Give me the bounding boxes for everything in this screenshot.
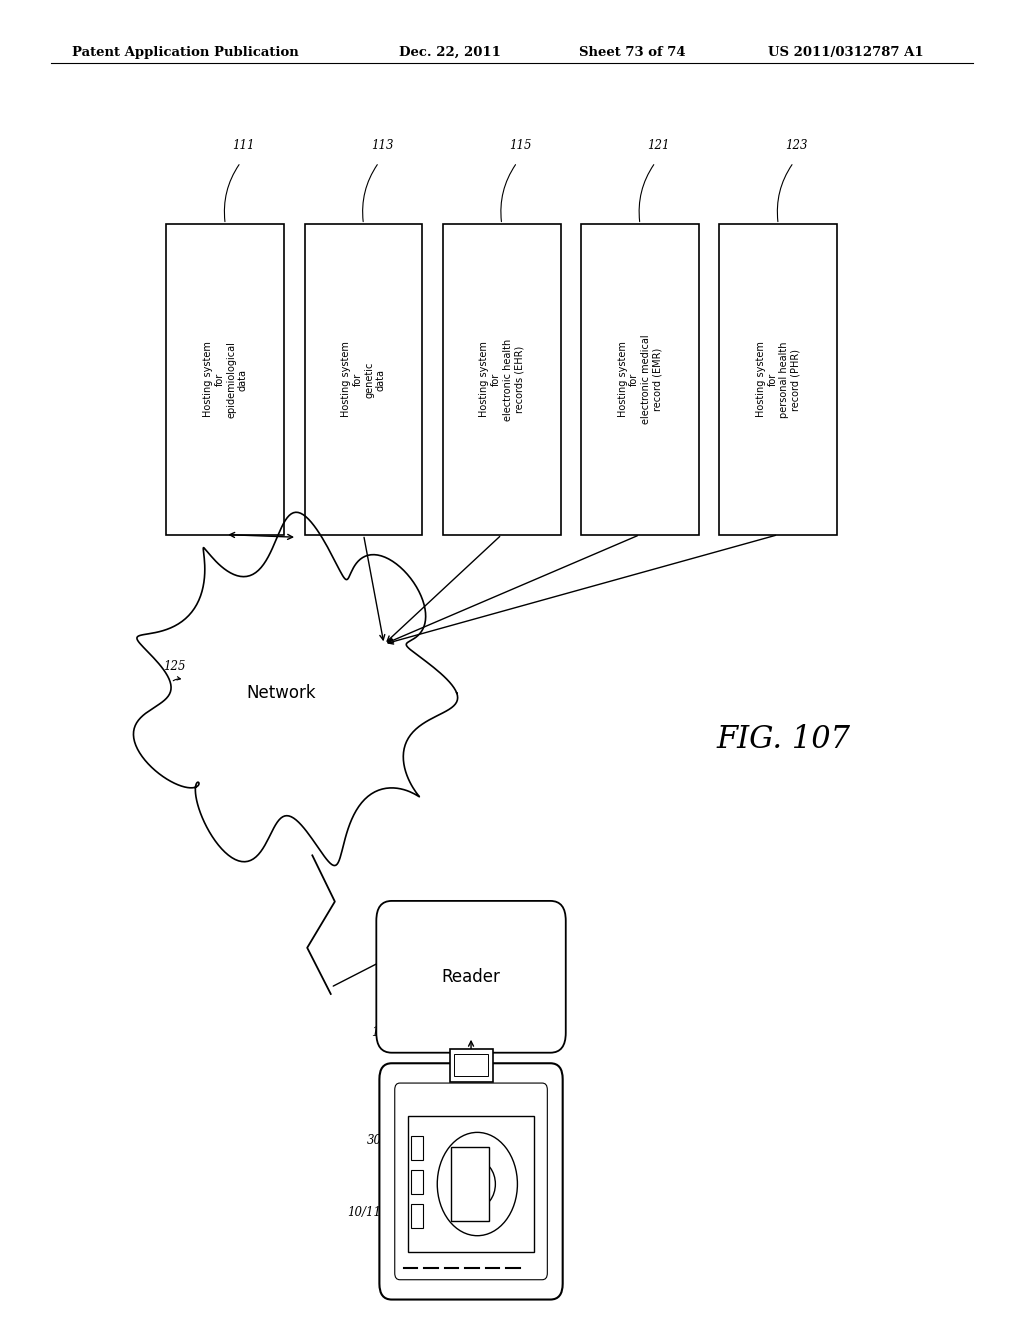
FancyBboxPatch shape	[454, 1053, 488, 1077]
Text: Patent Application Publication: Patent Application Publication	[72, 46, 298, 59]
Text: Network: Network	[247, 684, 316, 702]
Text: Hosting system
for
electronic medical
record (EMR): Hosting system for electronic medical re…	[617, 335, 663, 424]
Circle shape	[460, 1160, 496, 1208]
Text: 121: 121	[647, 139, 670, 152]
Text: Hosting system
for
electronic health
records (EHR): Hosting system for electronic health rec…	[479, 338, 524, 421]
Text: 10/11: 10/11	[347, 1205, 381, 1218]
FancyBboxPatch shape	[442, 224, 561, 535]
FancyBboxPatch shape	[305, 224, 422, 535]
Text: 115: 115	[509, 139, 531, 152]
FancyBboxPatch shape	[451, 1147, 488, 1221]
FancyBboxPatch shape	[166, 224, 285, 535]
Text: Hosting system
for
epidemiological
data: Hosting system for epidemiological data	[203, 341, 248, 418]
FancyBboxPatch shape	[395, 1082, 547, 1280]
Text: 125: 125	[163, 660, 185, 673]
Text: US 2011/0312787 A1: US 2011/0312787 A1	[768, 46, 924, 59]
Text: Dec. 22, 2011: Dec. 22, 2011	[399, 46, 501, 59]
Text: 30: 30	[367, 1134, 381, 1147]
Text: Reader: Reader	[441, 968, 501, 986]
FancyBboxPatch shape	[582, 224, 698, 535]
FancyBboxPatch shape	[450, 1048, 493, 1082]
Text: 123: 123	[785, 139, 808, 152]
FancyBboxPatch shape	[412, 1204, 424, 1228]
FancyBboxPatch shape	[719, 224, 838, 535]
FancyBboxPatch shape	[377, 900, 565, 1053]
Text: Hosting system
for
personal health
record (PHR): Hosting system for personal health recor…	[756, 342, 801, 417]
Text: Hosting system
for
genetic
data: Hosting system for genetic data	[341, 342, 386, 417]
Text: 12: 12	[372, 1027, 387, 1039]
FancyBboxPatch shape	[412, 1135, 424, 1159]
Text: 111: 111	[232, 139, 255, 152]
Circle shape	[437, 1133, 517, 1236]
Text: Sheet 73 of 74: Sheet 73 of 74	[579, 46, 685, 59]
Polygon shape	[133, 512, 458, 866]
FancyBboxPatch shape	[379, 1064, 563, 1299]
FancyBboxPatch shape	[412, 1170, 424, 1193]
Text: 113: 113	[371, 139, 393, 152]
Text: FIG. 107: FIG. 107	[717, 723, 851, 755]
FancyBboxPatch shape	[408, 1117, 535, 1251]
